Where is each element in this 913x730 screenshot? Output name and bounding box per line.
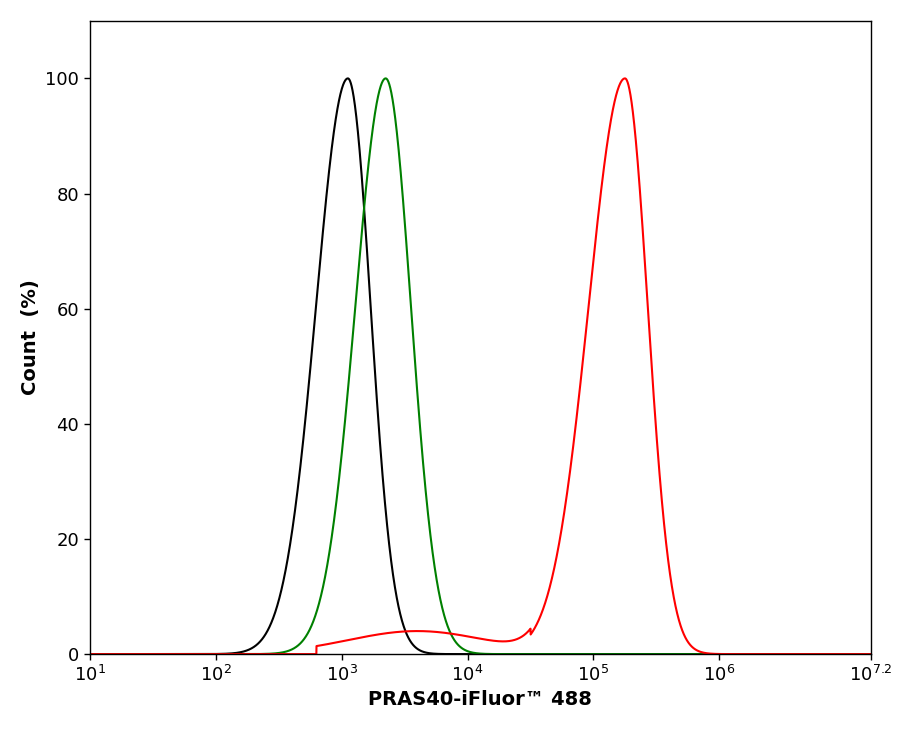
Y-axis label: Count  (%): Count (%) (21, 280, 40, 396)
X-axis label: PRAS40-iFluor™ 488: PRAS40-iFluor™ 488 (368, 690, 592, 709)
